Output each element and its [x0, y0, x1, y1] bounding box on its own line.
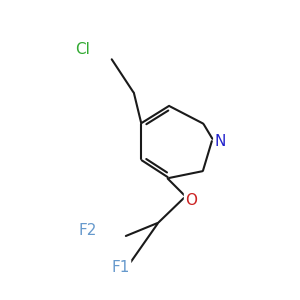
Text: F1: F1: [111, 260, 130, 275]
Text: Cl: Cl: [75, 42, 90, 57]
Text: O: O: [185, 193, 197, 208]
Text: N: N: [215, 134, 226, 149]
Text: F2: F2: [79, 224, 97, 238]
